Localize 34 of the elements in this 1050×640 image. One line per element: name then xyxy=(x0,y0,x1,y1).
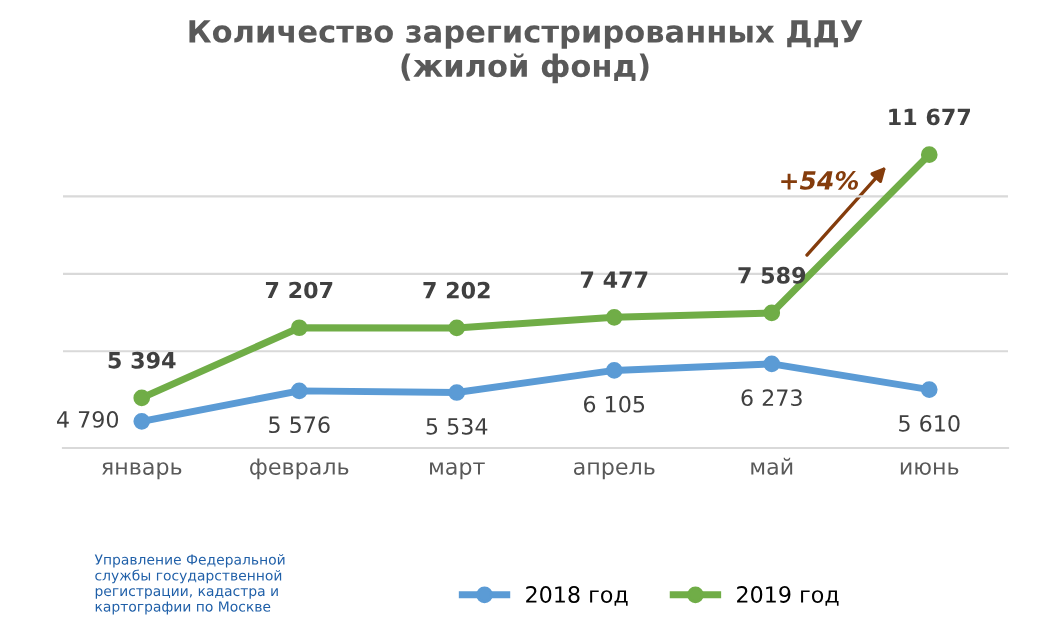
annotation: +54% xyxy=(781,170,859,190)
data-label: 5 534 xyxy=(426,417,488,435)
x-tick-label: июнь xyxy=(900,462,959,475)
data-label: 7 202 xyxy=(423,281,490,299)
data-label: 6 105 xyxy=(583,395,645,413)
x-tick-label: май xyxy=(751,457,793,475)
data-label: 11 677 xyxy=(889,108,971,126)
x-tick-label: февраль xyxy=(250,458,349,480)
legend-label: 2019 год xyxy=(737,586,839,606)
point xyxy=(448,319,466,337)
point xyxy=(763,304,781,322)
point xyxy=(763,355,781,373)
data-label: 7 589 xyxy=(738,266,806,284)
data-label: 5 610 xyxy=(899,414,960,432)
data-label: 5 394 xyxy=(108,351,176,369)
data-label: 7 207 xyxy=(265,281,333,299)
data-label: 6 273 xyxy=(741,389,802,407)
data-label: 4 790 xyxy=(57,410,119,428)
point xyxy=(605,308,623,326)
x-tick-label: январь xyxy=(102,462,182,480)
point xyxy=(605,362,623,379)
point xyxy=(920,381,938,398)
data-label: 5 576 xyxy=(269,416,330,434)
point xyxy=(133,413,151,430)
point xyxy=(448,384,466,401)
point xyxy=(920,146,938,163)
x-tick-label: март xyxy=(430,462,485,480)
data-label: 7 477 xyxy=(580,271,648,288)
point xyxy=(133,389,151,407)
chart-title: Количество зарегистрированных ДДУ (жилой фонд) xyxy=(189,20,863,84)
legend-label: 2018 год xyxy=(526,586,628,606)
x-tick-label: апрель xyxy=(573,462,655,480)
point xyxy=(290,382,308,400)
point xyxy=(290,319,308,337)
